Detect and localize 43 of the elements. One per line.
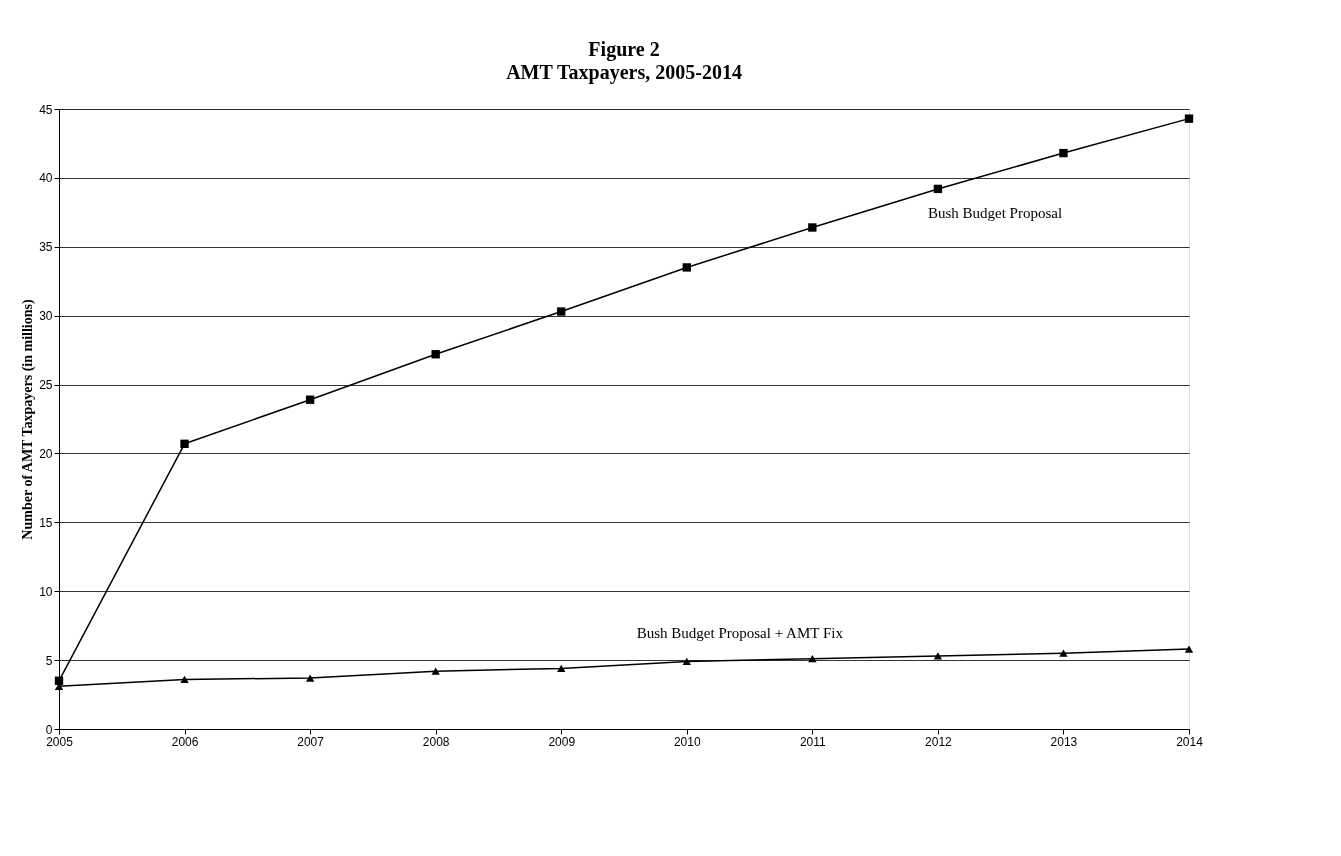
point	[431, 667, 440, 675]
x-tick-label: 2005	[46, 734, 74, 749]
point	[431, 350, 440, 359]
point	[180, 439, 189, 448]
y-tick-label: 20	[39, 446, 53, 461]
point	[1184, 114, 1194, 123]
point	[305, 395, 315, 404]
y-tick-label: 15	[39, 515, 53, 530]
x-tick-label: 2013	[1050, 734, 1078, 749]
point	[557, 307, 566, 316]
point	[1059, 649, 1068, 657]
y-tick-label: 35	[39, 240, 53, 255]
point	[808, 223, 817, 232]
y-tick-label: 45	[39, 102, 53, 117]
y-tick-label: 0	[45, 722, 53, 737]
chart-subtitle: AMT Taxpayers, 2005-2014	[506, 61, 742, 84]
y-tick-label: 40	[39, 171, 53, 186]
chart-title: Figure 2	[588, 38, 660, 61]
point	[933, 184, 943, 194]
x-tick-label: 2010	[673, 734, 701, 749]
point	[808, 655, 817, 663]
point	[1184, 645, 1194, 653]
x-tick-label: 2011	[799, 734, 827, 749]
point	[557, 664, 566, 672]
x-tick-label: 2007	[297, 734, 325, 749]
y-axis-title: Number of AMT Taxpayers (in millions)	[20, 299, 37, 540]
x-tick-label: 2008	[422, 734, 450, 749]
y-tick-label: 10	[39, 584, 53, 599]
x-tick-label: 2006	[171, 734, 199, 749]
point	[180, 675, 189, 684]
x-tick-label: 2014	[1176, 734, 1204, 749]
point	[682, 657, 691, 666]
point	[1059, 148, 1068, 158]
y-tick-label: 30	[39, 309, 53, 324]
series-label: Bush Budget Proposal	[927, 204, 1063, 221]
x-tick-label: 2012	[925, 734, 953, 749]
y-tick-label: 5	[45, 653, 53, 668]
point	[933, 652, 943, 660]
x-tick-label: 2009	[548, 734, 576, 749]
series-label: Bush Budget Proposal + AMT Fix	[636, 625, 844, 642]
point	[682, 263, 691, 272]
point	[305, 674, 315, 682]
y-tick-label: 25	[39, 378, 53, 393]
